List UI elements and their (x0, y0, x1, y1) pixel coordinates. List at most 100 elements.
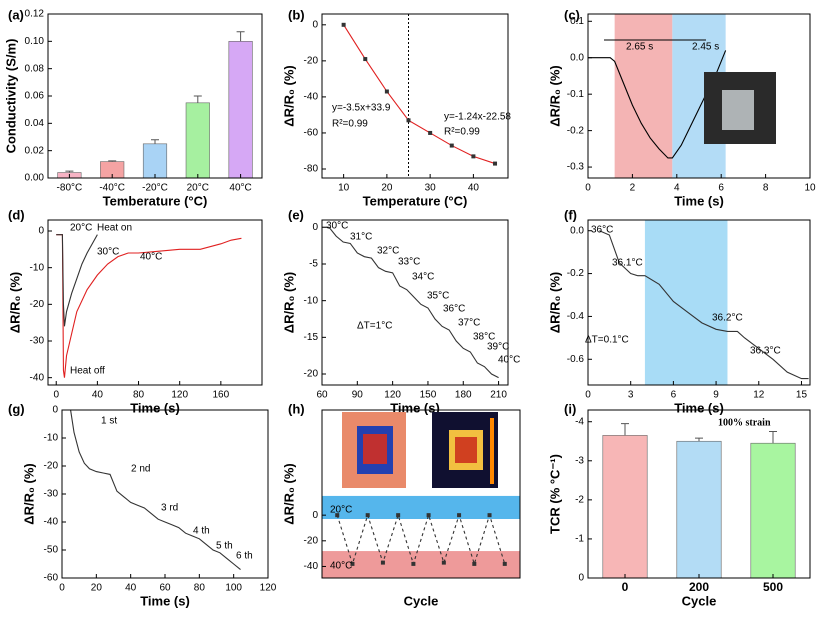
x-tick-label: 120 (384, 390, 401, 401)
x-tick-label: 6 (718, 183, 724, 194)
annotation: 6 th (236, 551, 253, 562)
y-tick-label: 0 (312, 510, 318, 521)
annotation: ΔT=1°C (357, 321, 392, 332)
series-line (588, 50, 727, 159)
y-tick-label: -10 (30, 262, 45, 273)
y-tick-label: 0.10 (25, 36, 45, 47)
panel-label: (a) (8, 7, 24, 22)
shaded-region (322, 551, 520, 578)
marker (411, 561, 416, 566)
x-tick-label: 10 (804, 183, 816, 194)
x-tick-label: 150 (420, 390, 437, 401)
y-tick-label: -20 (304, 55, 319, 66)
annotation: 5 th (216, 541, 233, 552)
x-axis-label: Temperature (°C) (363, 193, 468, 208)
annotation: 20°C (70, 223, 92, 234)
plot-frame (587, 13, 811, 179)
x-tick-label: 40 (125, 583, 137, 594)
marker (396, 513, 401, 518)
decoration (363, 434, 387, 464)
panel-label: (h) (288, 401, 305, 416)
y-tick-label: -2 (575, 495, 584, 506)
y-tick-label: -40 (30, 372, 45, 383)
panel-label: (c) (564, 7, 580, 22)
marker (341, 22, 346, 27)
x-tick-label: 180 (455, 390, 472, 401)
x-tick-label: 15 (796, 390, 808, 401)
marker (406, 118, 411, 123)
x-axis-label: Temberature (°C) (103, 193, 208, 208)
error-bar (65, 170, 74, 173)
annotation: y=-3.5x+33.9 (332, 103, 391, 114)
series-line (336, 513, 506, 566)
series-line (56, 234, 98, 327)
marker (350, 561, 355, 566)
marker (472, 561, 477, 566)
y-tick-label: -60 (304, 128, 319, 139)
y-tick-label: -0.6 (567, 354, 585, 365)
annotation: 40°C (330, 561, 352, 572)
x-tick-label: 4 (674, 183, 680, 194)
annotation: 1 st (101, 416, 117, 427)
y-tick-label: 0.08 (25, 63, 45, 74)
annotation: R²=0.99 (444, 127, 480, 138)
annotation: 100% strain (718, 417, 771, 428)
series-label: 30°C (97, 247, 119, 258)
x-tick-label: 40 (468, 183, 480, 194)
y-tick-label: 0.00 (25, 173, 45, 184)
error-bar (695, 437, 703, 442)
x-tick-label: 0 (59, 583, 65, 594)
y-tick-label: 0 (38, 226, 44, 237)
y-tick-label: -80 (304, 164, 319, 175)
annotation: 2.65 s (626, 42, 653, 53)
annotation: 34°C (412, 272, 434, 283)
panel-label: (b) (288, 7, 305, 22)
bar (602, 435, 648, 579)
bar (676, 440, 722, 579)
shaded-region (322, 495, 520, 520)
y-tick-label: -40 (304, 561, 319, 572)
annotation: y=-1.24x-22.58 (444, 112, 511, 123)
marker (384, 89, 389, 94)
marker (365, 513, 370, 518)
x-tick-label: 80 (194, 583, 206, 594)
x-axis-label: Cycle (682, 593, 717, 608)
plot-frame (321, 13, 509, 179)
y-tick-label: -4 (575, 416, 584, 427)
y-tick-label: -0.2 (567, 268, 585, 279)
y-tick-label: -0.3 (567, 162, 585, 173)
y-axis-label: ΔR/R₀ (%) (547, 65, 562, 126)
marker (457, 513, 462, 518)
x-tick-label: 0 (622, 580, 629, 594)
y-tick-label: -20 (304, 535, 319, 546)
x-axis-label: Time (s) (674, 193, 724, 208)
series-line (322, 226, 499, 379)
x-tick-label: 60 (316, 390, 328, 401)
y-tick-label: -15 (304, 332, 319, 343)
y-tick-label: -0.2 (567, 125, 585, 136)
annotation: 31°C (350, 232, 372, 243)
y-tick-label: -60 (44, 573, 59, 584)
y-tick-label: 0.02 (25, 145, 45, 156)
y-tick-label: 0.1 (570, 16, 584, 27)
y-tick-label: 0.0 (570, 52, 584, 63)
annotation: 30°C (326, 221, 348, 232)
annotation: 36.3°C (750, 346, 781, 357)
x-axis-label: Cycle (404, 593, 439, 608)
annotation: 35°C (427, 291, 449, 302)
x-tick-label: 8 (763, 183, 769, 194)
y-tick-label: 0 (312, 222, 318, 233)
x-tick-label: 30 (425, 183, 437, 194)
bar (185, 102, 210, 179)
x-tick-label: 20 (91, 583, 103, 594)
plot-frame (587, 409, 811, 579)
y-tick-label: -10 (304, 295, 319, 306)
annotation: R²=0.99 (332, 119, 368, 130)
x-tick-label: 10 (338, 183, 350, 194)
y-axis-label: ΔR/R₀ (%) (281, 272, 296, 333)
x-axis-label: Time (s) (390, 400, 440, 415)
annotation: 38°C (473, 332, 495, 343)
plot-frame (587, 219, 811, 386)
decoration (490, 418, 494, 484)
bar (142, 143, 168, 179)
